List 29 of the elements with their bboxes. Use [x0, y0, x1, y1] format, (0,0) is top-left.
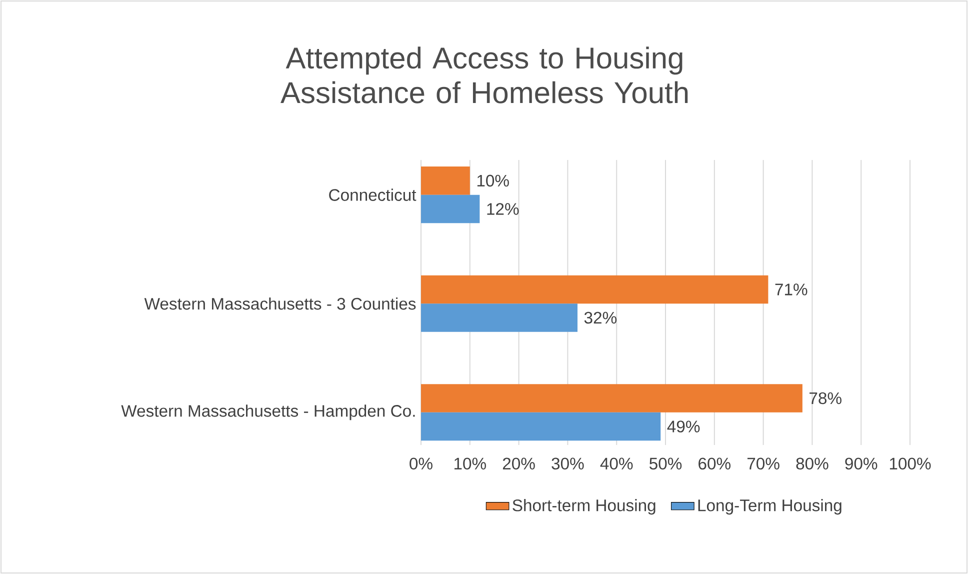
x-tick-label: 100% — [890, 458, 931, 470]
x-tick-label: 50% — [649, 458, 682, 470]
data-label: 12% — [487, 203, 519, 215]
data-label: 78% — [810, 392, 842, 404]
data-label: 49% — [667, 420, 700, 432]
x-tick-label: 20% — [502, 458, 535, 470]
y-tick-label: Connecticut — [329, 188, 416, 201]
data-label: 32% — [584, 312, 617, 324]
x-tick-label: 70% — [747, 458, 780, 470]
bar — [421, 166, 470, 195]
bar — [421, 412, 661, 441]
bar — [421, 304, 578, 332]
x-tick-label: 90% — [845, 458, 878, 470]
data-label: 71% — [775, 284, 808, 296]
y-tick-label: Western Massachusetts - Hampden Co. — [121, 404, 415, 420]
x-tick-label: 0% — [410, 458, 432, 470]
x-tick-label: 40% — [600, 458, 633, 470]
y-tick-label: Western Massachusetts - 3 Counties — [144, 297, 416, 310]
x-tick-label: 10% — [454, 458, 486, 470]
x-tick-label: 60% — [698, 458, 730, 470]
x-tick-label: 30% — [552, 458, 584, 470]
legend-label: Short-term Housing — [512, 499, 656, 515]
legend-label: Long-Term Housing — [698, 499, 842, 515]
bar — [421, 384, 802, 412]
chart-title: Attempted Access to Housing Assistance of Homeless Youth — [280, 46, 688, 104]
x-tick-label: 80% — [796, 458, 828, 470]
bar — [421, 194, 480, 224]
bar — [421, 275, 768, 304]
data-label: 10% — [477, 174, 509, 187]
